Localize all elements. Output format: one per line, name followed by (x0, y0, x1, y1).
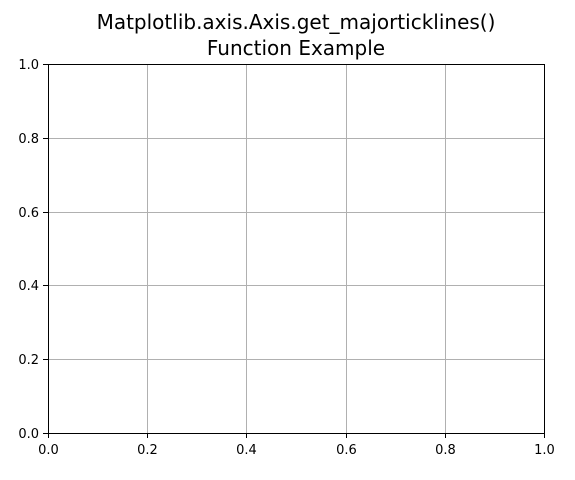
y-tick-label: 0.0 (18, 427, 39, 442)
chart-title-line-2: Function Example (207, 36, 385, 60)
y-tick-label: 0.8 (18, 132, 39, 147)
y-tick-label: 0.6 (18, 206, 39, 221)
chart-title-line-1: Matplotlib.axis.Axis.get_majorticklines(… (97, 10, 496, 34)
y-tick-label: 0.2 (18, 353, 39, 368)
x-tick-label: 0.6 (336, 443, 357, 458)
y-tick-label: 1.0 (18, 58, 39, 73)
x-tick-label: 1.0 (534, 443, 555, 458)
x-tick-label: 0.0 (38, 443, 59, 458)
y-tick-label: 0.4 (18, 279, 39, 294)
plot-area (48, 64, 545, 434)
axis-ticks: 0.0 0.2 0.4 0.6 0.8 1.0 0.0 0.2 0.4 0.6 0.8 1.0 (18, 58, 555, 458)
grid (48, 64, 545, 434)
chart-title: Matplotlib.axis.Axis.get_majorticklines(… (97, 10, 496, 60)
x-tick-label: 0.2 (137, 443, 158, 458)
x-tick-label: 0.8 (435, 443, 456, 458)
x-tick-label: 0.4 (236, 443, 257, 458)
